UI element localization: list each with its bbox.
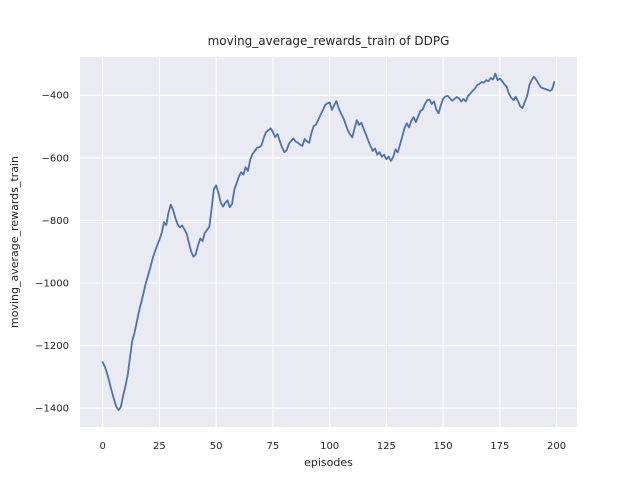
reward-line: [101, 72, 556, 411]
plot-area: [80, 57, 577, 427]
x-tick-labels: 0 25 50 75 100 125 150 175 200: [100, 441, 567, 452]
x-gridlines: [102, 57, 558, 427]
y-tick-label: −600: [42, 153, 69, 164]
y-tick-label: −1400: [35, 404, 69, 415]
y-axis-label: moving_average_rewards_train: [8, 156, 21, 328]
y-tick-label: −1200: [35, 341, 69, 352]
x-tick-label: 150: [434, 441, 453, 452]
y-tick-label: −400: [42, 91, 69, 102]
x-tick-label: 125: [377, 441, 396, 452]
x-tick-label: 25: [153, 441, 166, 452]
y-tick-label: −800: [42, 216, 69, 227]
x-tick-label: 200: [547, 441, 566, 452]
chart-title: moving_average_rewards_train of DDPG: [208, 34, 450, 48]
y-tick-label: −1000: [35, 279, 69, 290]
x-tick-label: 50: [210, 441, 223, 452]
x-tick-label: 100: [320, 441, 339, 452]
x-tick-label: 0: [100, 441, 106, 452]
y-gridlines: [80, 94, 577, 409]
x-tick-label: 75: [267, 441, 280, 452]
y-tick-labels: −400 −600 −800 −1000 −1200 −1400: [35, 91, 69, 415]
x-tick-label: 175: [490, 441, 509, 452]
x-axis-label: episodes: [304, 456, 353, 469]
